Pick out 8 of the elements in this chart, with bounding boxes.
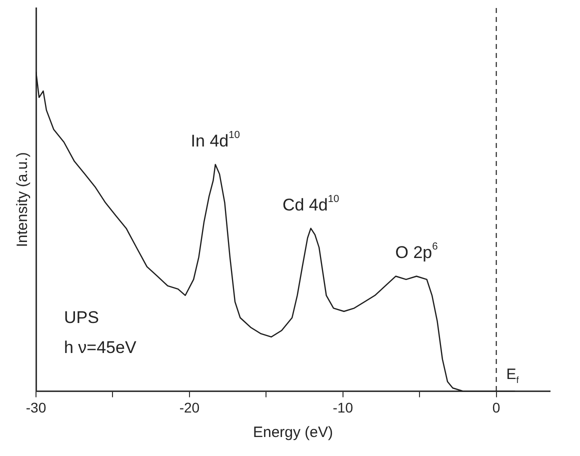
annotation: h ν=45eV — [64, 338, 137, 358]
x-tick-label: -30 — [26, 399, 46, 416]
x-tick-label: -10 — [332, 399, 354, 416]
y-axis-title: Intensity (a.u.) — [14, 152, 32, 248]
annotation: UPS — [64, 308, 99, 328]
x-axis-title: Energy (eV) — [252, 424, 334, 442]
x-tick-label: -20 — [179, 399, 200, 416]
x-tick-label: 0 — [492, 399, 500, 416]
